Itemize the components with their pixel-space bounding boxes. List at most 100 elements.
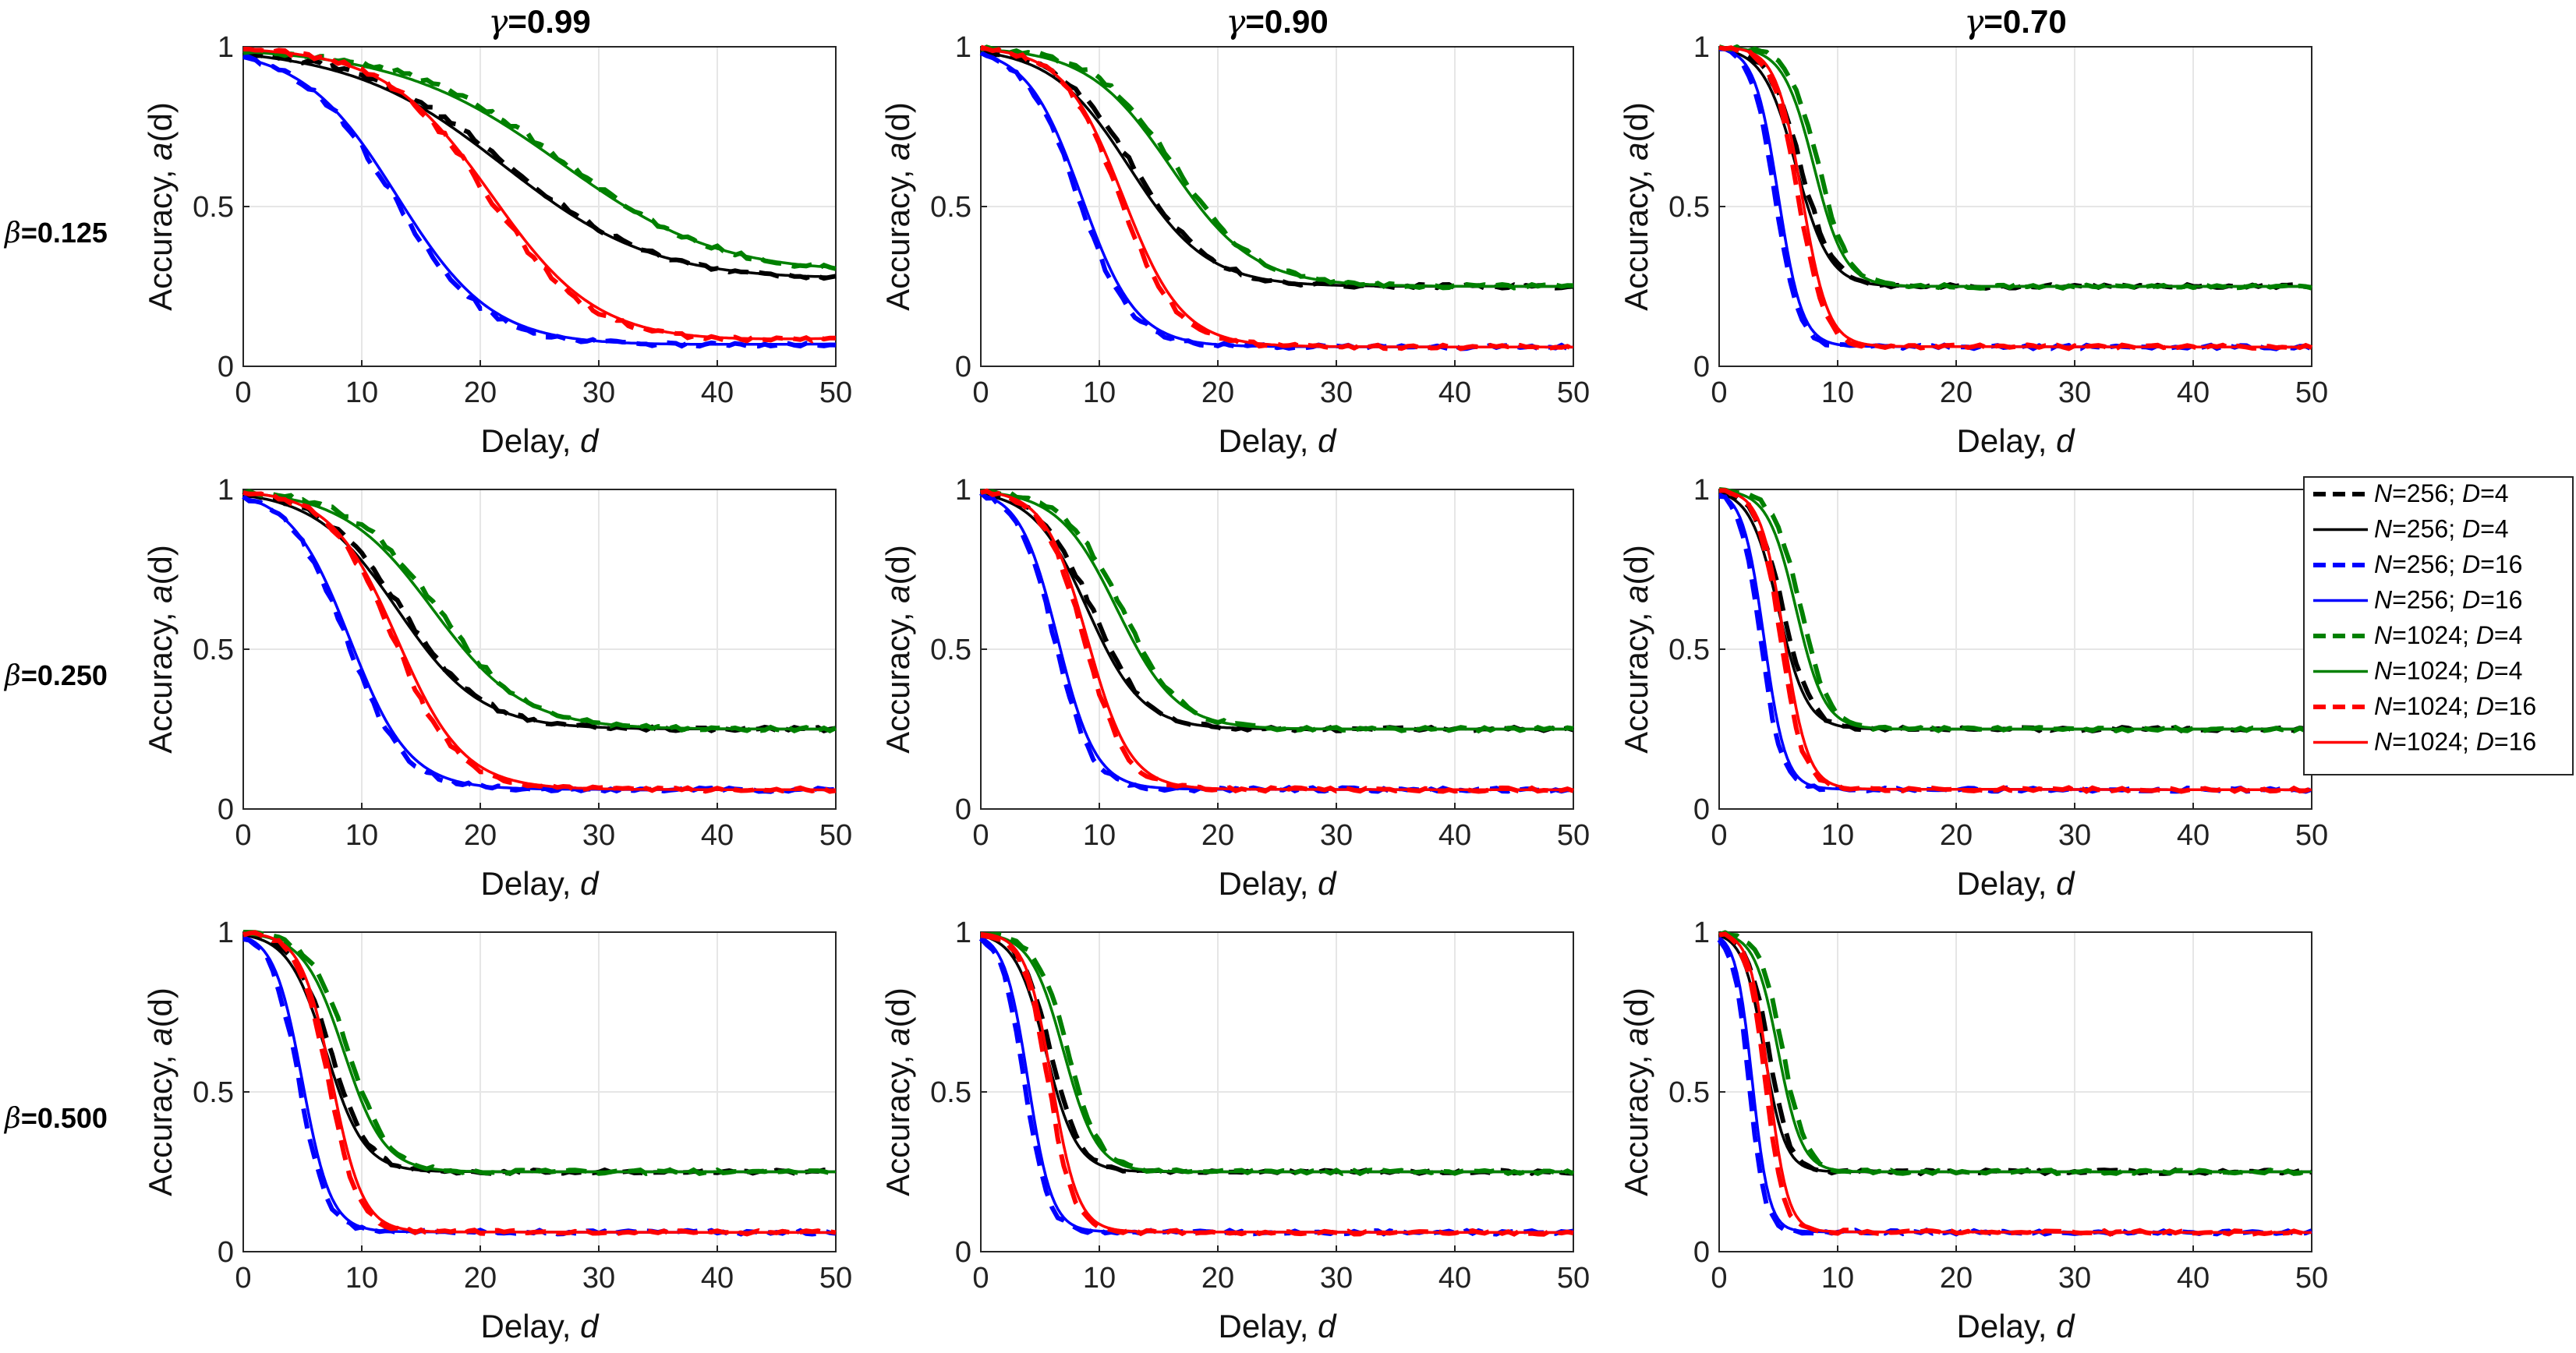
legend-entry: N=1024; D=4 bbox=[2374, 621, 2522, 649]
x-axis-label: Delay, d bbox=[1219, 422, 1338, 459]
x-tick-label: 30 bbox=[2058, 376, 2091, 409]
x-tick-label: 10 bbox=[1083, 376, 1116, 409]
row-label: β=0.250 bbox=[3, 659, 108, 692]
line-N256_D16-theory bbox=[242, 56, 836, 346]
y-tick-label: 0 bbox=[955, 351, 971, 383]
line-N256_D16-empirical bbox=[242, 53, 837, 349]
line-N256_D16-empirical bbox=[979, 51, 1574, 351]
line-N256_D4-empirical bbox=[1718, 931, 2312, 1177]
x-tick-label: 0 bbox=[1711, 819, 1727, 852]
x-tick-label: 10 bbox=[1821, 819, 1854, 852]
y-tick-label: 0 bbox=[218, 1236, 234, 1269]
y-tick-label: 0.5 bbox=[193, 1076, 234, 1109]
x-tick-label: 0 bbox=[972, 819, 989, 852]
y-tick-label: 0.5 bbox=[930, 191, 971, 224]
legend-entry: N=1024; D=4 bbox=[2374, 657, 2522, 685]
y-tick-label: 1 bbox=[955, 474, 971, 507]
line-N1024_D16-empirical bbox=[1718, 45, 2313, 351]
x-tick-label: 50 bbox=[2295, 819, 2328, 852]
x-tick-label: 40 bbox=[1438, 1262, 1471, 1295]
x-tick-label: 0 bbox=[235, 1262, 251, 1295]
panel: 0 10 20 30 40 50 0 0.5 1 Delay, d Accuracy, a(d) bbox=[1618, 474, 2328, 902]
line-N1024_D4-empirical bbox=[1718, 44, 2312, 291]
line-N1024_D16-theory bbox=[1718, 932, 2312, 1235]
row-label: β=0.500 bbox=[3, 1102, 108, 1135]
line-N1024_D16-empirical bbox=[1718, 488, 2312, 795]
line-N1024_D16-empirical bbox=[242, 930, 837, 1237]
line-N1024_D16-theory bbox=[980, 489, 1573, 792]
line-N1024_D4-empirical bbox=[242, 48, 837, 272]
x-tick-label: 30 bbox=[2058, 819, 2091, 852]
panel: 0 10 20 30 40 50 0 0.5 1 Delay, d Accuracy, a(d) bbox=[879, 31, 1590, 459]
x-axis-label: Delay, d bbox=[1219, 1308, 1338, 1344]
y-tick-label: 0.5 bbox=[930, 634, 971, 666]
x-tick-label: 20 bbox=[464, 819, 497, 852]
x-tick-label: 0 bbox=[1711, 1262, 1727, 1295]
x-tick-label: 30 bbox=[2058, 1262, 2091, 1295]
y-tick-label: 1 bbox=[218, 917, 234, 949]
panel: 0 10 20 30 40 50 0 0.5 1 Delay, d Accuracy, a(d) bbox=[1618, 917, 2328, 1344]
y-tick-label: 0.5 bbox=[193, 191, 234, 224]
x-tick-label: 50 bbox=[1557, 376, 1590, 409]
line-N1024_D4-theory bbox=[1718, 932, 2312, 1174]
x-tick-label: 50 bbox=[2295, 376, 2328, 409]
y-tick-label: 1 bbox=[1693, 474, 1710, 507]
y-tick-label: 0 bbox=[955, 793, 971, 826]
legend-entry: N=256; D=4 bbox=[2374, 479, 2509, 507]
line-N256_D4-empirical bbox=[980, 46, 1574, 291]
x-tick-label: 40 bbox=[2177, 376, 2210, 409]
x-tick-label: 10 bbox=[345, 819, 378, 852]
panel: 0 10 20 30 40 50 0 0.5 1 Delay, d Accuracy, a(d) bbox=[879, 474, 1590, 902]
y-tick-label: 0.5 bbox=[1668, 1076, 1710, 1109]
line-N1024_D16-empirical bbox=[980, 488, 1575, 794]
line-N1024_D4-empirical bbox=[979, 44, 1574, 291]
y-tick-label: 1 bbox=[1693, 917, 1710, 949]
panel: 0 10 20 30 40 50 0 0.5 1 Delay, d Accuracy, a(d) bbox=[879, 917, 1590, 1344]
y-tick-label: 1 bbox=[1693, 31, 1710, 64]
y-tick-label: 0 bbox=[955, 1236, 971, 1269]
column-title: γ=0.70 bbox=[1964, 2, 2066, 41]
line-N1024_D4-empirical bbox=[242, 489, 837, 734]
line-N1024_D16-empirical bbox=[242, 47, 836, 344]
x-tick-label: 30 bbox=[582, 819, 615, 852]
row-label: β=0.125 bbox=[3, 217, 108, 249]
x-tick-label: 30 bbox=[1320, 819, 1353, 852]
x-axis-label: Delay, d bbox=[481, 1308, 600, 1344]
y-tick-label: 0 bbox=[1693, 1236, 1710, 1269]
line-N1024_D16-empirical bbox=[242, 490, 837, 794]
x-tick-label: 0 bbox=[972, 1262, 989, 1295]
x-tick-label: 20 bbox=[1940, 376, 1973, 409]
line-N1024_D16-empirical bbox=[1718, 931, 2312, 1237]
line-N256_D16-theory bbox=[1718, 936, 2312, 1235]
y-axis-label: Accuracy, a(d) bbox=[142, 102, 179, 311]
legend-entry: N=256; D=16 bbox=[2374, 550, 2522, 578]
x-axis-label: Delay, d bbox=[481, 865, 600, 902]
x-tick-label: 50 bbox=[819, 819, 852, 852]
x-tick-label: 10 bbox=[345, 376, 378, 409]
legend-entry: N=1024; D=16 bbox=[2374, 728, 2536, 756]
y-tick-label: 0.5 bbox=[1668, 191, 1710, 224]
y-tick-label: 1 bbox=[955, 31, 971, 64]
column-title: γ=0.99 bbox=[488, 2, 590, 41]
y-tick-label: 1 bbox=[218, 474, 234, 507]
x-tick-label: 10 bbox=[1083, 819, 1116, 852]
y-axis-label: Accuracy, a(d) bbox=[1618, 545, 1654, 754]
y-tick-label: 0.5 bbox=[1668, 634, 1710, 666]
y-axis-label: Accuracy, a(d) bbox=[1618, 987, 1654, 1196]
y-axis-label: Accuracy, a(d) bbox=[142, 545, 179, 754]
x-tick-label: 0 bbox=[1711, 376, 1727, 409]
x-tick-label: 40 bbox=[701, 376, 734, 409]
x-tick-label: 0 bbox=[972, 376, 989, 409]
line-N1024_D4-empirical bbox=[980, 931, 1575, 1177]
line-N256_D16-empirical bbox=[979, 491, 1574, 794]
line-N256_D4-theory bbox=[1718, 934, 2312, 1174]
x-tick-label: 0 bbox=[235, 819, 251, 852]
y-axis-label: Accuracy, a(d) bbox=[879, 545, 916, 754]
legend-entry: N=256; D=4 bbox=[2374, 515, 2509, 543]
line-N256_D4-theory bbox=[1718, 48, 2312, 288]
y-tick-label: 0 bbox=[1693, 351, 1710, 383]
column-titles: γ=0.99 γ=0.90 γ=0.70 bbox=[488, 2, 2066, 41]
line-N1024_D4-empirical bbox=[1718, 487, 2312, 734]
